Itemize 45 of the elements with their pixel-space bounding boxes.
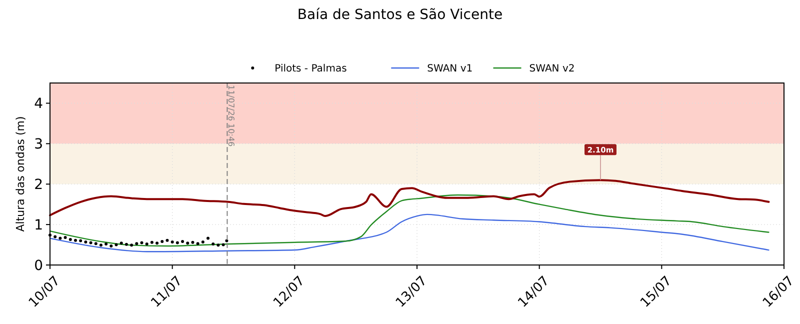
point — [140, 241, 144, 244]
point — [58, 236, 62, 240]
point — [186, 242, 190, 245]
point — [156, 242, 159, 245]
point — [64, 236, 67, 239]
y-tick-label: 2 — [34, 177, 43, 194]
legend-label: SWAN v1 — [427, 64, 473, 74]
y-tick-label: 4 — [34, 96, 44, 112]
chart-title: Baía de Santos e São Vicente — [297, 7, 503, 23]
point — [114, 243, 118, 246]
point — [201, 240, 204, 244]
y-tick-label: 1 — [34, 217, 43, 234]
point — [94, 242, 98, 246]
point — [150, 240, 154, 244]
point — [216, 244, 220, 247]
point — [68, 238, 72, 242]
point — [181, 240, 184, 244]
legend-label: Pilots - Palmas — [274, 64, 347, 74]
legend-label: SWAN v2 — [529, 64, 575, 74]
point — [110, 244, 113, 248]
point — [89, 241, 92, 244]
point — [74, 238, 77, 242]
point — [170, 240, 174, 244]
point — [120, 242, 123, 245]
point — [84, 240, 88, 244]
point — [222, 243, 225, 246]
point — [130, 244, 134, 247]
y-tick-label: 0 — [34, 258, 43, 274]
point — [104, 242, 108, 246]
point — [54, 235, 57, 238]
point — [160, 240, 164, 244]
point — [145, 242, 148, 246]
point — [212, 242, 215, 246]
point — [206, 236, 210, 240]
point — [191, 240, 194, 244]
point — [79, 239, 82, 242]
y-axis-title: Altura das ondas (m) — [14, 116, 27, 232]
point — [135, 242, 138, 246]
point — [176, 241, 179, 244]
point — [124, 242, 128, 246]
point — [166, 238, 169, 242]
point — [196, 242, 200, 246]
point — [99, 244, 102, 247]
y-tick-label: 3 — [34, 136, 43, 153]
ref-line-label: 11/07/26 10:46 — [226, 85, 236, 147]
